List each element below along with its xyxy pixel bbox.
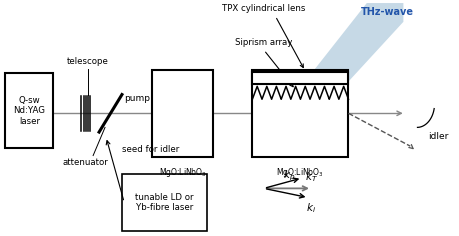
Text: telescope: telescope: [67, 57, 109, 66]
Text: tunable LD or
Yb-fibre laser: tunable LD or Yb-fibre laser: [135, 193, 194, 212]
Text: Q-sw
Nd:YAG
laser: Q-sw Nd:YAG laser: [13, 96, 45, 126]
Bar: [152, 70, 213, 157]
Text: $k_p$: $k_p$: [283, 168, 295, 183]
Text: seed for idler: seed for idler: [122, 145, 179, 154]
Bar: [122, 174, 207, 231]
Polygon shape: [314, 3, 403, 84]
Text: $k_i$: $k_i$: [306, 201, 316, 215]
Bar: [252, 72, 348, 84]
Text: $k_T$: $k_T$: [305, 170, 318, 184]
Text: idler: idler: [429, 132, 449, 141]
Bar: [5, 73, 53, 148]
Text: attenuator: attenuator: [62, 158, 108, 167]
Text: THz-wave: THz-wave: [361, 7, 414, 17]
Text: MgO:LiNbO$_3$: MgO:LiNbO$_3$: [276, 166, 325, 179]
Text: pump: pump: [124, 93, 150, 103]
Text: MgO:LiNbO$_3$: MgO:LiNbO$_3$: [159, 166, 207, 179]
Text: Siprism array: Siprism array: [235, 38, 292, 47]
Text: TPX cylindrical lens: TPX cylindrical lens: [222, 4, 306, 13]
Bar: [252, 70, 348, 157]
